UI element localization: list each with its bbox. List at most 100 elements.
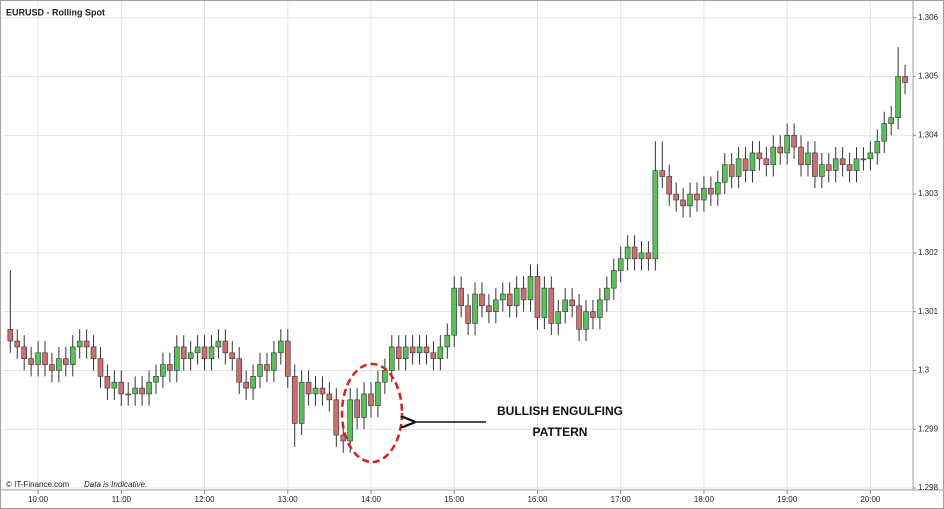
candle-body <box>659 170 666 177</box>
candle-body <box>527 276 534 301</box>
candle-body <box>319 387 326 395</box>
candle-body <box>125 393 132 396</box>
candle-body <box>874 140 881 154</box>
candle-body <box>215 340 222 348</box>
x-tick-label: 12:00 <box>195 495 216 504</box>
candle-body <box>326 393 333 401</box>
candle-body <box>791 135 797 148</box>
candle-body <box>416 346 423 354</box>
candle-body <box>69 346 76 365</box>
candle-body <box>194 346 201 354</box>
candle-body <box>28 358 34 365</box>
candle-body <box>555 311 562 324</box>
y-tick-label: 1.299 <box>918 424 939 433</box>
y-tick-label: 1.305 <box>918 72 939 81</box>
candle-body <box>597 299 603 318</box>
candle-body <box>562 299 569 312</box>
candle-body <box>513 287 520 307</box>
candle-body <box>728 164 735 177</box>
x-tick-label: 20:00 <box>860 495 881 504</box>
highlight-ellipse <box>340 362 404 464</box>
candle-body <box>825 164 832 171</box>
candle-body <box>382 370 388 383</box>
x-tick-label: 11:00 <box>112 495 132 504</box>
candle-body <box>520 287 527 301</box>
candle-body <box>264 364 270 371</box>
candle-body <box>860 158 867 161</box>
candle-body <box>902 76 908 83</box>
x-tick-label: 14:00 <box>361 495 382 504</box>
candle-body <box>576 305 582 330</box>
candle-body <box>708 187 714 195</box>
candle-body <box>451 287 458 336</box>
grid <box>2 1 916 494</box>
candle-body <box>104 376 111 389</box>
source: © IT-Finance.com <box>6 480 70 489</box>
candle-body <box>583 311 589 330</box>
candle-body <box>146 381 152 395</box>
candle-body <box>534 276 541 318</box>
candle-body <box>291 376 298 424</box>
note: Data is Indicative. <box>84 480 147 489</box>
candle-body <box>187 352 194 359</box>
candle-body <box>201 346 208 359</box>
y-tick-label: 1.298 <box>918 483 939 492</box>
candle-body <box>63 358 69 365</box>
y-tick-label: 1.302 <box>918 248 939 257</box>
annotation: PATTERN <box>533 425 588 439</box>
annotation: BULLISH ENGULFING <box>497 404 623 418</box>
candle-body <box>763 158 770 166</box>
x-tick-label: 15:00 <box>444 495 465 504</box>
candle-body <box>305 381 312 395</box>
candle-body <box>430 352 437 359</box>
candle-body <box>853 158 860 171</box>
candle-body <box>777 146 784 154</box>
candle-body <box>652 170 659 260</box>
candle-body <box>714 182 721 195</box>
candle-body <box>347 399 353 442</box>
candle-body <box>867 152 874 160</box>
candle-body <box>590 311 596 318</box>
candle-body <box>278 340 284 354</box>
candle-body <box>153 376 159 383</box>
candle-body <box>167 364 173 371</box>
candle-body <box>680 199 686 207</box>
candle-body <box>90 346 97 359</box>
candle-body <box>49 364 55 371</box>
candle-body <box>493 299 499 312</box>
candle-body <box>402 346 409 359</box>
candle-body <box>229 352 236 359</box>
candle-body <box>770 146 777 166</box>
y-tick-label: 1.3 <box>918 366 930 375</box>
candle-body <box>819 164 825 177</box>
candle-body <box>21 346 27 359</box>
candle-body <box>617 258 624 271</box>
candle-body <box>569 299 575 307</box>
candle-body <box>83 340 90 348</box>
candle-body <box>645 252 652 260</box>
candle-body <box>784 135 790 154</box>
candle-body <box>881 123 888 142</box>
candle-body <box>111 381 118 389</box>
candle-body <box>180 346 187 359</box>
candle-body <box>222 340 229 354</box>
candle-body <box>756 152 763 160</box>
y-tick-label: 1.301 <box>918 307 939 316</box>
candle-body <box>76 340 83 348</box>
candle-body <box>42 352 48 365</box>
candle-body <box>888 117 894 124</box>
candle-body <box>846 164 853 171</box>
candle-body <box>839 158 846 166</box>
candle-body <box>139 387 145 395</box>
candle-body <box>444 334 451 348</box>
candle-body <box>472 293 478 324</box>
candle-body <box>479 293 485 307</box>
candle-body <box>499 293 506 301</box>
candle-body <box>284 340 291 377</box>
y-tick-label: 1.306 <box>918 13 939 22</box>
candle-body <box>721 164 728 183</box>
y-tick-label: 1.303 <box>918 189 939 198</box>
